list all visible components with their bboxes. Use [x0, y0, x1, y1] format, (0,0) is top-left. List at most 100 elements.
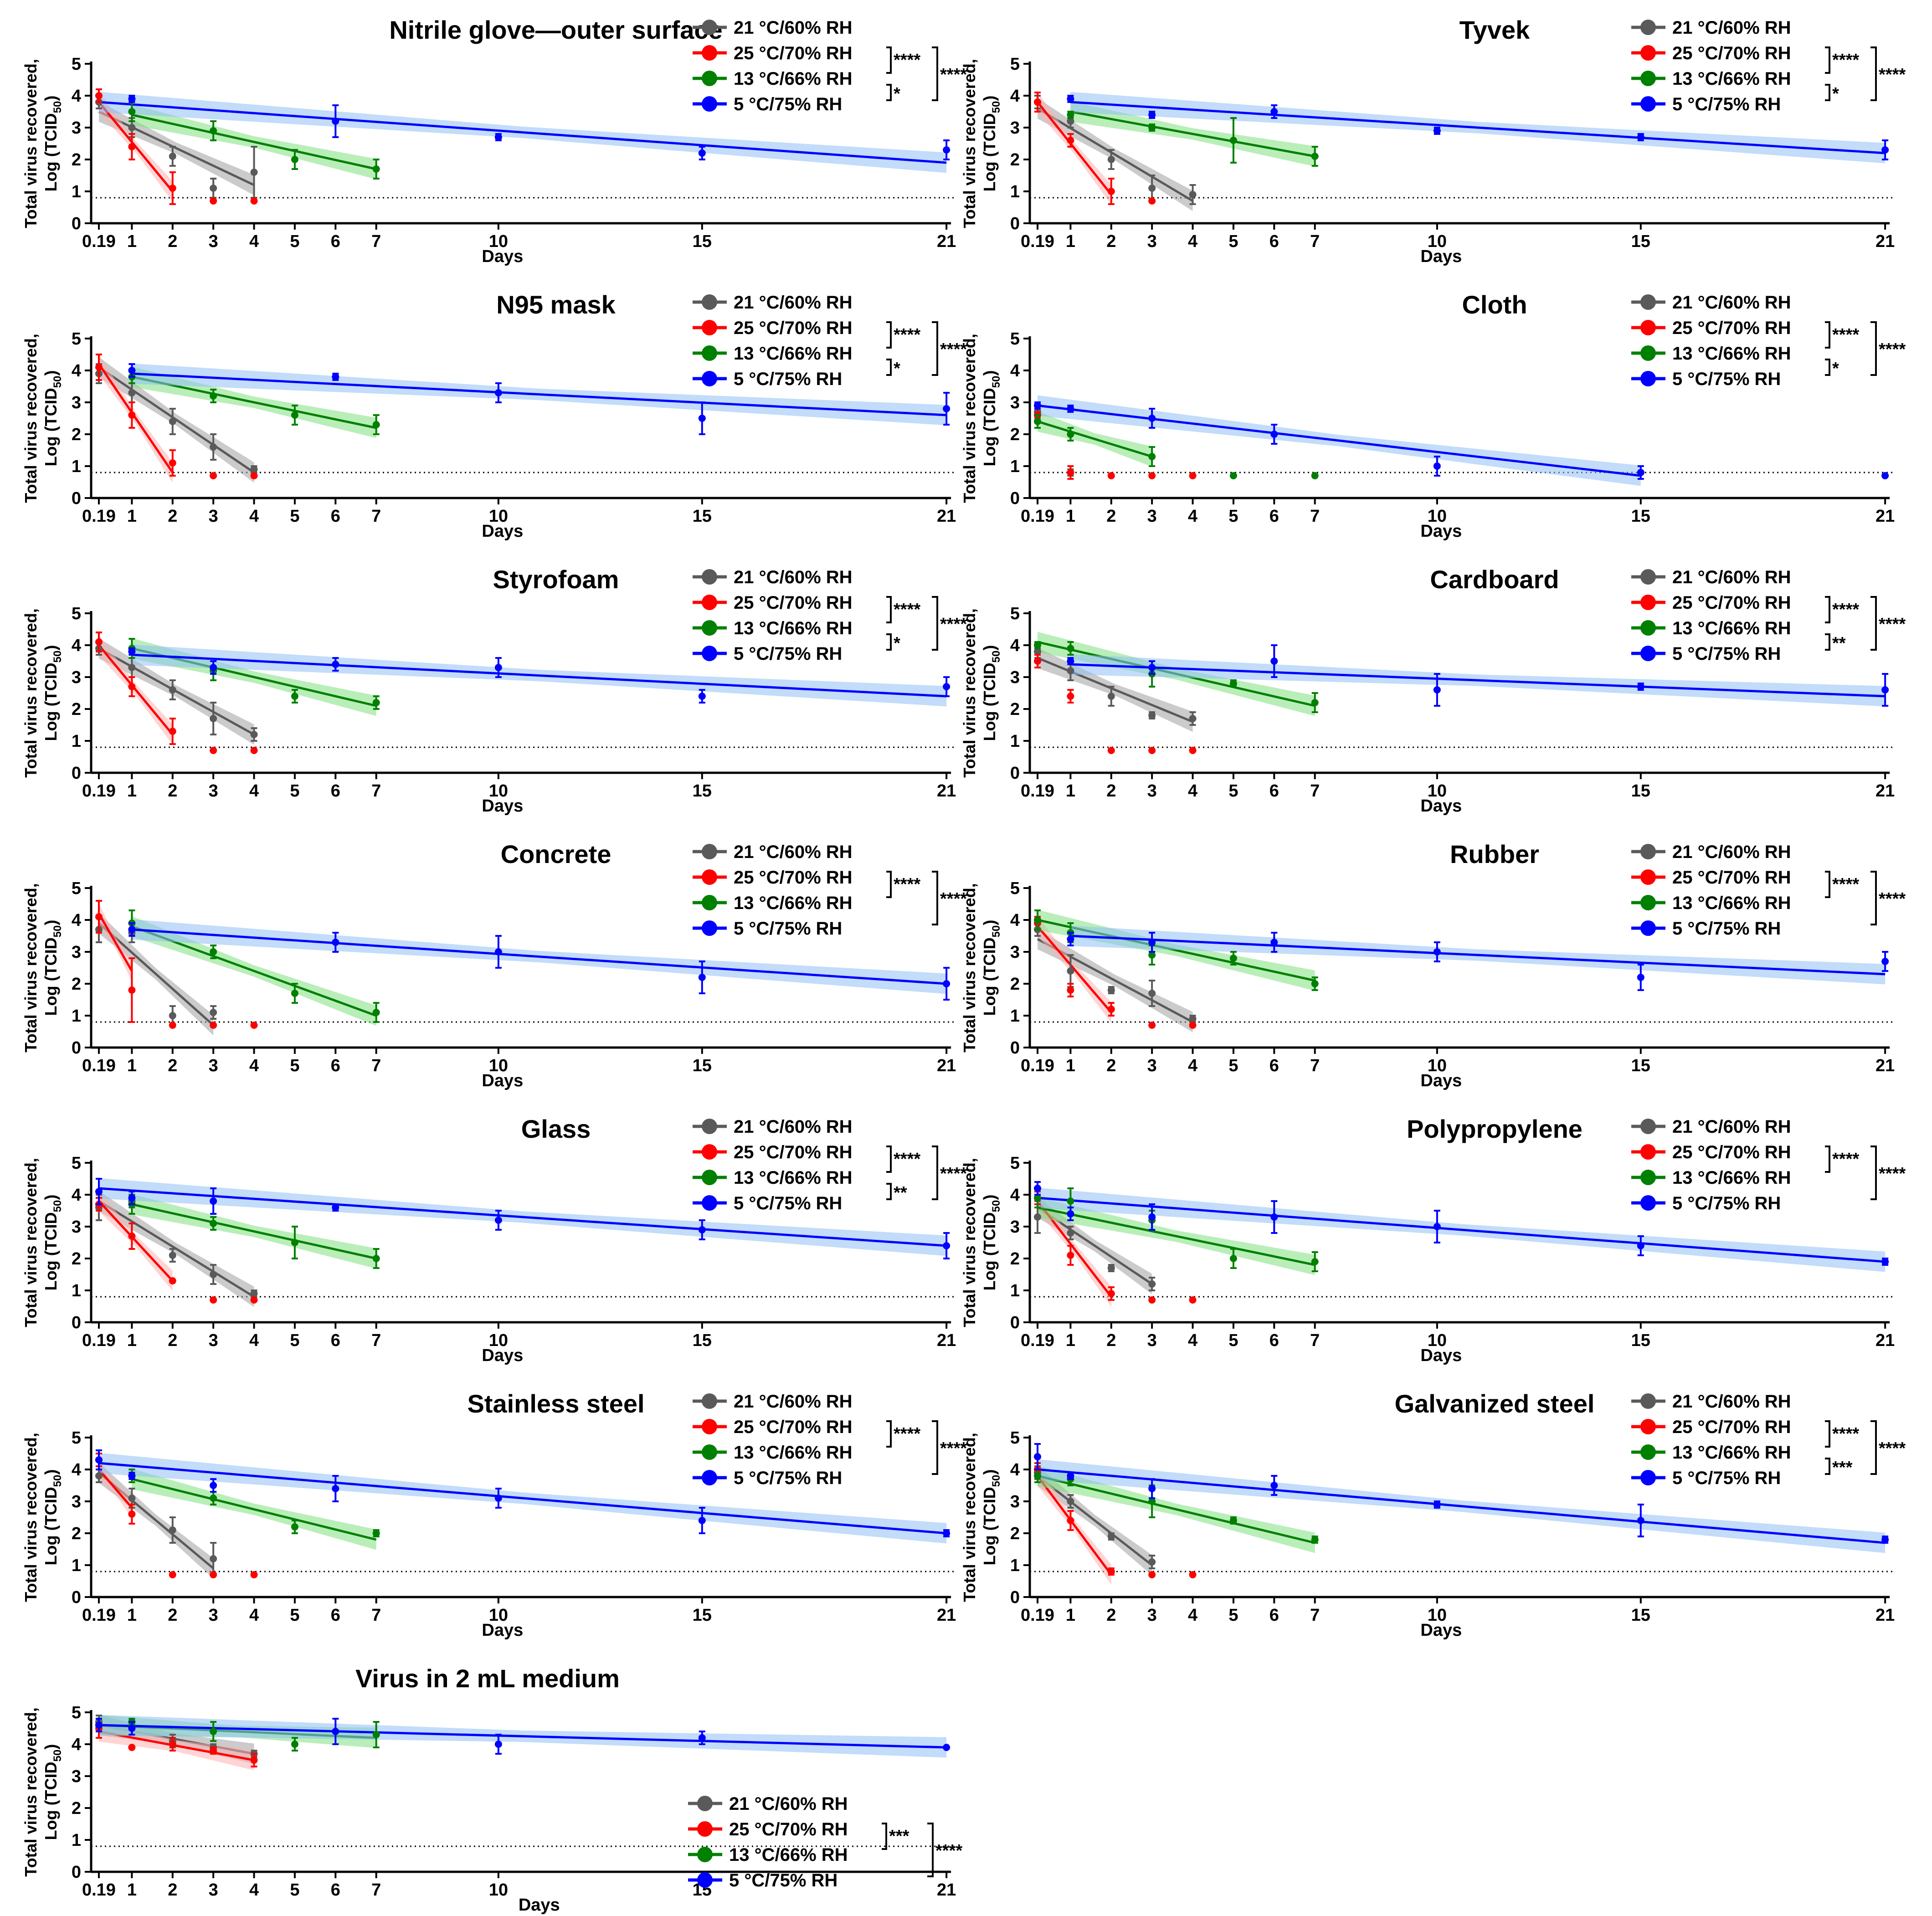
- legend-item-25c: 25 °C/70% RH: [693, 1417, 853, 1437]
- y-tick-label: 1: [1010, 1007, 1020, 1026]
- data-point-5c: [1033, 402, 1041, 409]
- x-tick-label: 15: [693, 507, 712, 526]
- data-point-13c: [210, 127, 217, 134]
- x-tick-label: 15: [693, 1606, 712, 1625]
- data-point-5c: [1033, 1453, 1041, 1460]
- significance-bracket-outer: ****: [927, 1823, 962, 1877]
- data-point-5c: [698, 693, 706, 700]
- y-tick-label: 5: [1010, 55, 1020, 74]
- data-point-25c: [128, 1744, 136, 1751]
- y-tick-label: 2: [1010, 150, 1020, 170]
- x-tick-label: 1: [127, 1606, 137, 1625]
- significance-inner1: ****: [894, 1150, 920, 1169]
- data-point-25c: [210, 1296, 217, 1304]
- fit-line-25c: [98, 1469, 133, 1509]
- data-point-21c: [1107, 156, 1115, 163]
- legend-label-5c: 5 °C/75% RH: [1672, 644, 1781, 664]
- y-axis-title-line1: Total virus recovered,: [960, 59, 979, 228]
- data-point-5c: [698, 1226, 706, 1233]
- legend-item-21c: 21 °C/60% RH: [693, 1392, 853, 1412]
- x-tick-label: 6: [331, 1880, 340, 1900]
- data-point-21c: [1067, 1498, 1074, 1505]
- data-point-5c: [1433, 686, 1441, 693]
- y-tick-label: 3: [1010, 1492, 1020, 1511]
- data-point-5c: [95, 1456, 103, 1464]
- x-tick-label: 4: [249, 1606, 259, 1625]
- x-tick-label: 6: [1269, 781, 1279, 801]
- panel-title: N95 mask: [496, 290, 616, 319]
- legend-label-5c: 5 °C/75% RH: [1672, 369, 1781, 389]
- x-tick-label: 7: [1310, 1606, 1320, 1625]
- x-tick-label: 21: [937, 232, 956, 251]
- legend-label-21c: 21 °C/60% RH: [1672, 1117, 1791, 1137]
- data-point-13c: [1229, 1255, 1237, 1262]
- x-tick-label: 5: [290, 781, 299, 801]
- legend-marker-25c: [702, 1144, 717, 1160]
- y-axis-title: Total virus recovered,Log (TCID50): [21, 1707, 64, 1876]
- significance-bracket-inner2: **: [886, 1183, 907, 1202]
- legend-label-21c: 21 °C/60% RH: [1672, 293, 1791, 313]
- data-point-25c: [1189, 1296, 1197, 1304]
- data-point-5c: [1433, 127, 1441, 134]
- data-point-21c: [1067, 667, 1074, 674]
- y-tick-label: 2: [72, 1524, 81, 1543]
- legend-item-13c: 13 °C/66% RH: [693, 618, 853, 638]
- legend-item-13c: 13 °C/66% RH: [688, 1845, 848, 1865]
- data-point-25c: [250, 747, 258, 754]
- data-point-25c: [1107, 472, 1115, 479]
- y-tick-label: 0: [72, 764, 81, 783]
- y-tick-label: 4: [72, 1460, 81, 1479]
- legend-item-21c: 21 °C/60% RH: [1631, 842, 1791, 862]
- x-tick-label: 3: [209, 1331, 218, 1350]
- data-point-13c: [1229, 955, 1237, 962]
- y-axis-title-line1: Total virus recovered,: [960, 608, 979, 777]
- y-tick-label: 4: [72, 361, 81, 380]
- legend-marker-25c: [1640, 45, 1656, 61]
- x-tick-label: 7: [371, 1606, 381, 1625]
- data-point-21c: [250, 466, 258, 473]
- legend-item-13c: 13 °C/66% RH: [1631, 618, 1791, 638]
- data-point-5c: [332, 661, 339, 668]
- legend-marker-5c: [702, 1470, 717, 1485]
- x-tick-label: 15: [693, 781, 712, 801]
- x-tick-label: 1: [127, 781, 137, 801]
- fit-line-5c: [1070, 935, 1886, 976]
- data-point-13c: [291, 1239, 298, 1246]
- x-tick-label: 10: [489, 781, 508, 801]
- y-tick-label: 3: [1010, 1217, 1020, 1237]
- x-tick-label: 7: [371, 1880, 381, 1900]
- panel-title: Cloth: [1462, 290, 1527, 319]
- data-point-25c: [128, 1510, 136, 1518]
- legend-item-21c: 21 °C/60% RH: [693, 1117, 853, 1137]
- legend-item-25c: 25 °C/70% RH: [688, 1819, 848, 1839]
- data-point-13c: [128, 108, 136, 115]
- x-tick-label: 2: [168, 232, 177, 251]
- y-tick-label: 1: [72, 182, 81, 201]
- x-tick-label: 7: [371, 1056, 381, 1075]
- significance-inner1: ***: [889, 1827, 909, 1846]
- legend-marker-21c: [1640, 844, 1656, 859]
- y-axis-title: Total virus recovered,Log (TCID50): [960, 883, 1002, 1052]
- data-point-5c: [1067, 935, 1074, 943]
- data-point-25c: [169, 728, 176, 735]
- x-tick-label: 10: [489, 232, 508, 251]
- data-point-5c: [1067, 1210, 1074, 1217]
- legend-item-25c: 25 °C/70% RH: [1631, 593, 1791, 613]
- x-tick-label: 0.19: [82, 1331, 116, 1350]
- x-tick-label: 4: [249, 1056, 259, 1075]
- legend-item-13c: 13 °C/66% RH: [1631, 69, 1791, 89]
- significance-inner1: ****: [1832, 600, 1859, 619]
- x-tick-label: 4: [249, 1331, 259, 1350]
- legend-label-13c: 13 °C/66% RH: [734, 893, 853, 913]
- y-tick-label: 0: [72, 1588, 81, 1607]
- x-tick-label: 2: [1106, 232, 1116, 251]
- y-axis-title-main: Log (TCID: [980, 1487, 999, 1565]
- x-tick-label: 4: [1188, 507, 1197, 526]
- x-tick-label: 5: [1228, 507, 1238, 526]
- x-tick-label: 4: [1188, 1056, 1197, 1075]
- significance-inner2: *: [1832, 84, 1839, 103]
- data-point-5c: [494, 1217, 502, 1224]
- y-tick-label: 5: [72, 604, 81, 623]
